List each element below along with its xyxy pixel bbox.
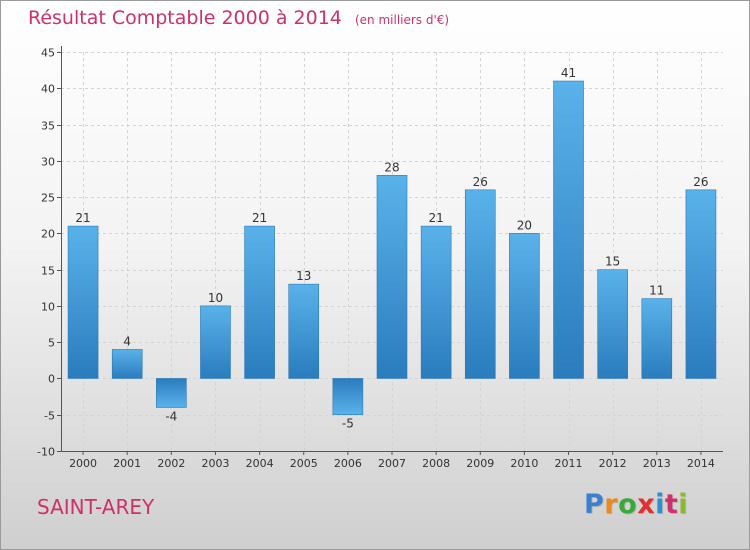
x-tick-label: 2001 xyxy=(113,457,141,470)
bar xyxy=(553,80,584,379)
x-tick-label: 2013 xyxy=(643,457,671,470)
value-label: 11 xyxy=(649,284,664,298)
x-tick-label: 2010 xyxy=(510,457,538,470)
x-tick-label: 2000 xyxy=(69,457,97,470)
x-tick-label: 2011 xyxy=(555,457,583,470)
logo-letter: r xyxy=(604,489,619,520)
y-tick-label: 40 xyxy=(41,83,55,96)
logo-letter: i xyxy=(655,489,665,520)
bar xyxy=(420,225,452,379)
y-tick-label: 10 xyxy=(41,301,55,314)
value-label: 21 xyxy=(75,211,90,225)
x-tick-label: 2006 xyxy=(334,457,362,470)
logo-letter: t xyxy=(664,489,679,520)
x-tick-label: 2014 xyxy=(687,457,715,470)
bar xyxy=(288,283,320,379)
x-tick-label: 2007 xyxy=(378,457,406,470)
chart-title: Résultat Comptable 2000 à 2014 (en milli… xyxy=(28,7,449,29)
y-tick-label: -5 xyxy=(44,410,55,423)
value-label: 20 xyxy=(517,218,532,232)
commune-name: SAINT-AREY xyxy=(37,495,155,519)
bar xyxy=(244,225,275,379)
axes xyxy=(57,46,723,455)
bars xyxy=(67,80,717,416)
chart-title-unit: (en milliers d'€) xyxy=(354,13,450,27)
value-label: 15 xyxy=(605,255,620,269)
bar xyxy=(376,175,408,379)
logo-letter: x xyxy=(637,489,656,520)
value-label: 4 xyxy=(123,334,131,348)
x-tick-label: 2002 xyxy=(157,457,185,470)
value-label: -5 xyxy=(342,417,354,431)
logo-letter: i xyxy=(678,489,689,520)
logo-letter: o xyxy=(618,489,638,520)
bar xyxy=(509,233,540,379)
bar xyxy=(597,269,628,379)
labels: -10 -5 0 5 10 15 20 25 30 35 40 45 21 2000 4 2001 -4 2002… xyxy=(37,47,715,471)
bar xyxy=(464,189,496,379)
y-tick-label: 45 xyxy=(41,47,55,60)
proxiti-logo: Proxiti xyxy=(584,489,688,520)
bar xyxy=(156,378,187,408)
chart-title-main: Résultat Comptable 2000 à 2014 xyxy=(28,7,342,29)
value-label: 41 xyxy=(561,66,576,80)
y-tick-label: 0 xyxy=(48,373,55,386)
y-tick-label: 25 xyxy=(41,192,55,205)
bar xyxy=(685,189,717,379)
bar xyxy=(641,298,673,379)
y-tick-label: 15 xyxy=(41,265,55,278)
value-label: -4 xyxy=(165,409,177,423)
y-tick-label: -10 xyxy=(37,446,55,459)
x-tick-label: 2012 xyxy=(599,457,627,470)
value-label: 26 xyxy=(473,175,488,189)
value-label: 21 xyxy=(252,211,267,225)
bar xyxy=(111,349,143,379)
logo-letter: P xyxy=(584,489,605,520)
x-tick-label: 2003 xyxy=(201,457,229,470)
bar xyxy=(332,378,364,416)
value-label: 26 xyxy=(693,175,708,189)
y-tick-label: 35 xyxy=(41,120,55,133)
bar xyxy=(67,225,99,379)
y-tick-label: 30 xyxy=(41,156,55,169)
y-tick-label: 20 xyxy=(41,228,55,241)
x-tick-label: 2004 xyxy=(246,457,274,470)
value-label: 10 xyxy=(208,291,223,305)
x-tick-label: 2009 xyxy=(466,457,494,470)
value-label: 28 xyxy=(384,160,399,174)
x-tick-label: 2005 xyxy=(290,457,318,470)
value-label: 21 xyxy=(428,211,443,225)
x-tick-label: 2008 xyxy=(422,457,450,470)
value-label: 13 xyxy=(296,269,311,283)
y-tick-label: 5 xyxy=(48,337,55,350)
bar xyxy=(200,305,231,379)
